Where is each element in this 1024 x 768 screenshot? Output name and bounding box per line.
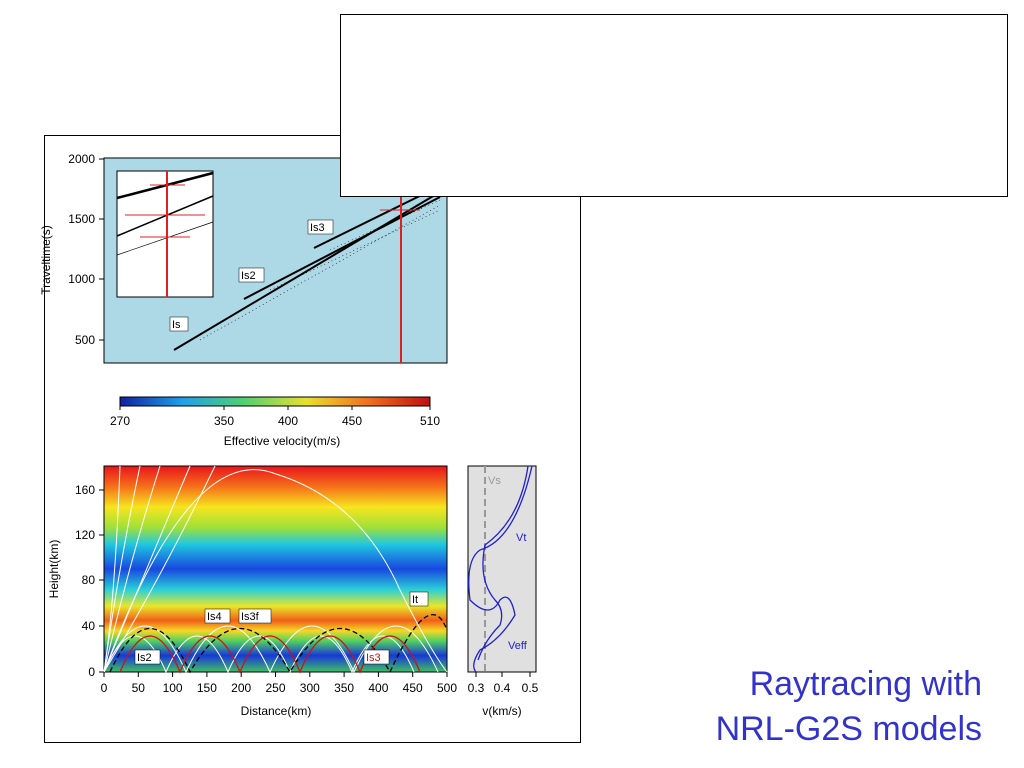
x-tick-label: 200 bbox=[231, 681, 251, 695]
phase-label: It bbox=[412, 594, 418, 606]
velocity-curves bbox=[468, 465, 533, 673]
y-tick-label: 500 bbox=[75, 333, 95, 347]
phase-label: Is3f bbox=[241, 611, 260, 623]
y-tick-label: 80 bbox=[82, 573, 96, 587]
scatter-dots bbox=[199, 199, 441, 341]
colorbar-tick-label: 350 bbox=[214, 414, 234, 428]
phase-box bbox=[363, 649, 390, 665]
phase-label: Is4 bbox=[207, 611, 222, 623]
y-tick-label: 160 bbox=[75, 483, 95, 497]
phase-box bbox=[238, 608, 272, 624]
x-tick-label: 0 bbox=[101, 681, 108, 695]
x-tick-label: 350 bbox=[334, 681, 354, 695]
colorbar bbox=[119, 396, 431, 407]
y-tick-label: 1000 bbox=[68, 272, 95, 286]
colorbar-tick-label: 450 bbox=[342, 414, 362, 428]
x-tick-label: 0.4 bbox=[494, 681, 511, 695]
x-tick-label: 500 bbox=[437, 681, 457, 695]
colorbar-tick-label: 270 bbox=[110, 414, 130, 428]
axis-label: Height(km) bbox=[47, 540, 61, 599]
axis-label: v(km/s) bbox=[482, 704, 521, 718]
rays bbox=[103, 465, 448, 674]
phase-label: Is3 bbox=[366, 652, 381, 664]
x-tick-label: 400 bbox=[368, 681, 388, 695]
height-plot bbox=[103, 465, 448, 673]
velocity-plot bbox=[467, 465, 537, 673]
phase-box bbox=[169, 316, 189, 332]
inset-red bbox=[125, 171, 420, 297]
curve-label: Vs bbox=[488, 475, 501, 487]
slide-title: NRL-G2S models bbox=[716, 710, 982, 748]
x-tick-label: 0.5 bbox=[522, 681, 539, 695]
curve-label: Veff bbox=[508, 640, 528, 652]
axis-label: Effective velocity(m/s) bbox=[224, 434, 340, 448]
phase-box bbox=[409, 591, 429, 607]
y-tick-label: 40 bbox=[82, 619, 96, 633]
axis-label: Distance(km) bbox=[241, 704, 312, 718]
inset bbox=[116, 170, 214, 298]
axis-ticks bbox=[99, 406, 531, 677]
colorbar-tick-label: 510 bbox=[420, 414, 440, 428]
phase-box bbox=[204, 608, 231, 624]
phase-box bbox=[134, 649, 161, 665]
phase-box bbox=[307, 219, 334, 235]
dashed-rays bbox=[109, 614, 448, 674]
x-tick-label: 450 bbox=[403, 681, 423, 695]
phase-label: Is2 bbox=[137, 652, 152, 664]
x-tick-label: 100 bbox=[163, 681, 183, 695]
phase-box bbox=[238, 267, 265, 283]
y-tick-label: 0 bbox=[88, 665, 95, 679]
phase-label: Is2 bbox=[241, 270, 256, 282]
x-tick-label: 300 bbox=[300, 681, 320, 695]
x-tick-label: 0.3 bbox=[468, 681, 485, 695]
phase-label: Is bbox=[172, 319, 181, 331]
axis-label: Traveltime(s) bbox=[39, 225, 53, 295]
x-tick-label: 250 bbox=[265, 681, 285, 695]
x-tick-label: 50 bbox=[132, 681, 146, 695]
y-tick-label: 1500 bbox=[68, 212, 95, 226]
y-tick-label: 2000 bbox=[68, 152, 95, 166]
traveltime-ticks bbox=[99, 158, 104, 341]
colorbar-tick-label: 400 bbox=[278, 414, 298, 428]
y-tick-label: 120 bbox=[75, 528, 95, 542]
phase-label: Is3 bbox=[310, 222, 325, 234]
curve-label: Vt bbox=[516, 532, 526, 544]
paper-frame bbox=[340, 14, 1008, 197]
slide-title: Raytracing with bbox=[750, 665, 982, 703]
x-tick-label: 150 bbox=[197, 681, 217, 695]
